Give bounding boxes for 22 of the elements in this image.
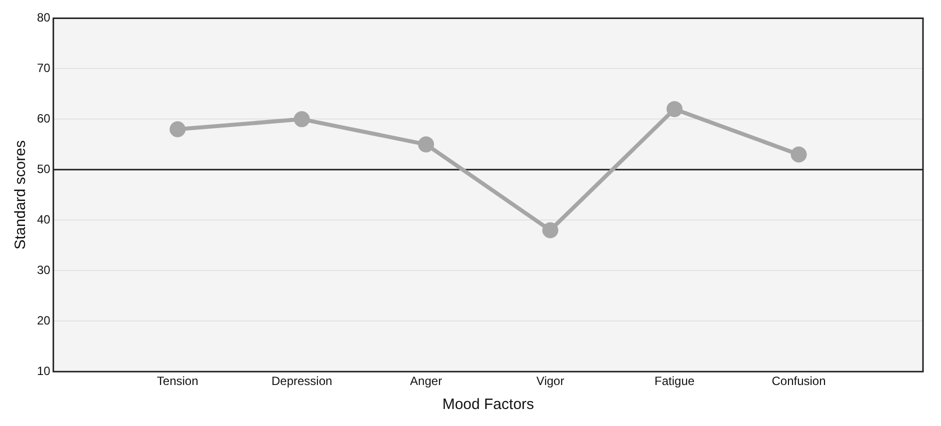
- y-tick-label: 50: [36, 162, 51, 176]
- point: [790, 146, 807, 163]
- x-tick-label: Fatigue: [654, 374, 695, 388]
- x-tick-label: Depression: [271, 374, 332, 388]
- x-tick-label: Tension: [156, 374, 198, 388]
- y-tick-label: 20: [36, 313, 51, 328]
- point: [666, 101, 683, 118]
- point: [294, 111, 310, 128]
- x-tick-label: Anger: [410, 374, 442, 388]
- y-tick-label: 40: [36, 212, 51, 226]
- x-tick-label: Vigor: [536, 374, 564, 388]
- y-tick-label: 80: [36, 10, 51, 25]
- x-axis-title: Mood Factors: [442, 396, 534, 414]
- y-tick-label: 30: [36, 262, 51, 277]
- point: [418, 136, 434, 152]
- point: [542, 222, 558, 238]
- x-tick-label: Confusion: [772, 374, 826, 388]
- y-axis-title: Standard scores: [12, 140, 30, 250]
- y-tick-label: 60: [36, 111, 51, 126]
- point: [170, 121, 186, 138]
- y-tick-label: 10: [36, 364, 51, 378]
- y-tick-label: 70: [36, 61, 51, 75]
